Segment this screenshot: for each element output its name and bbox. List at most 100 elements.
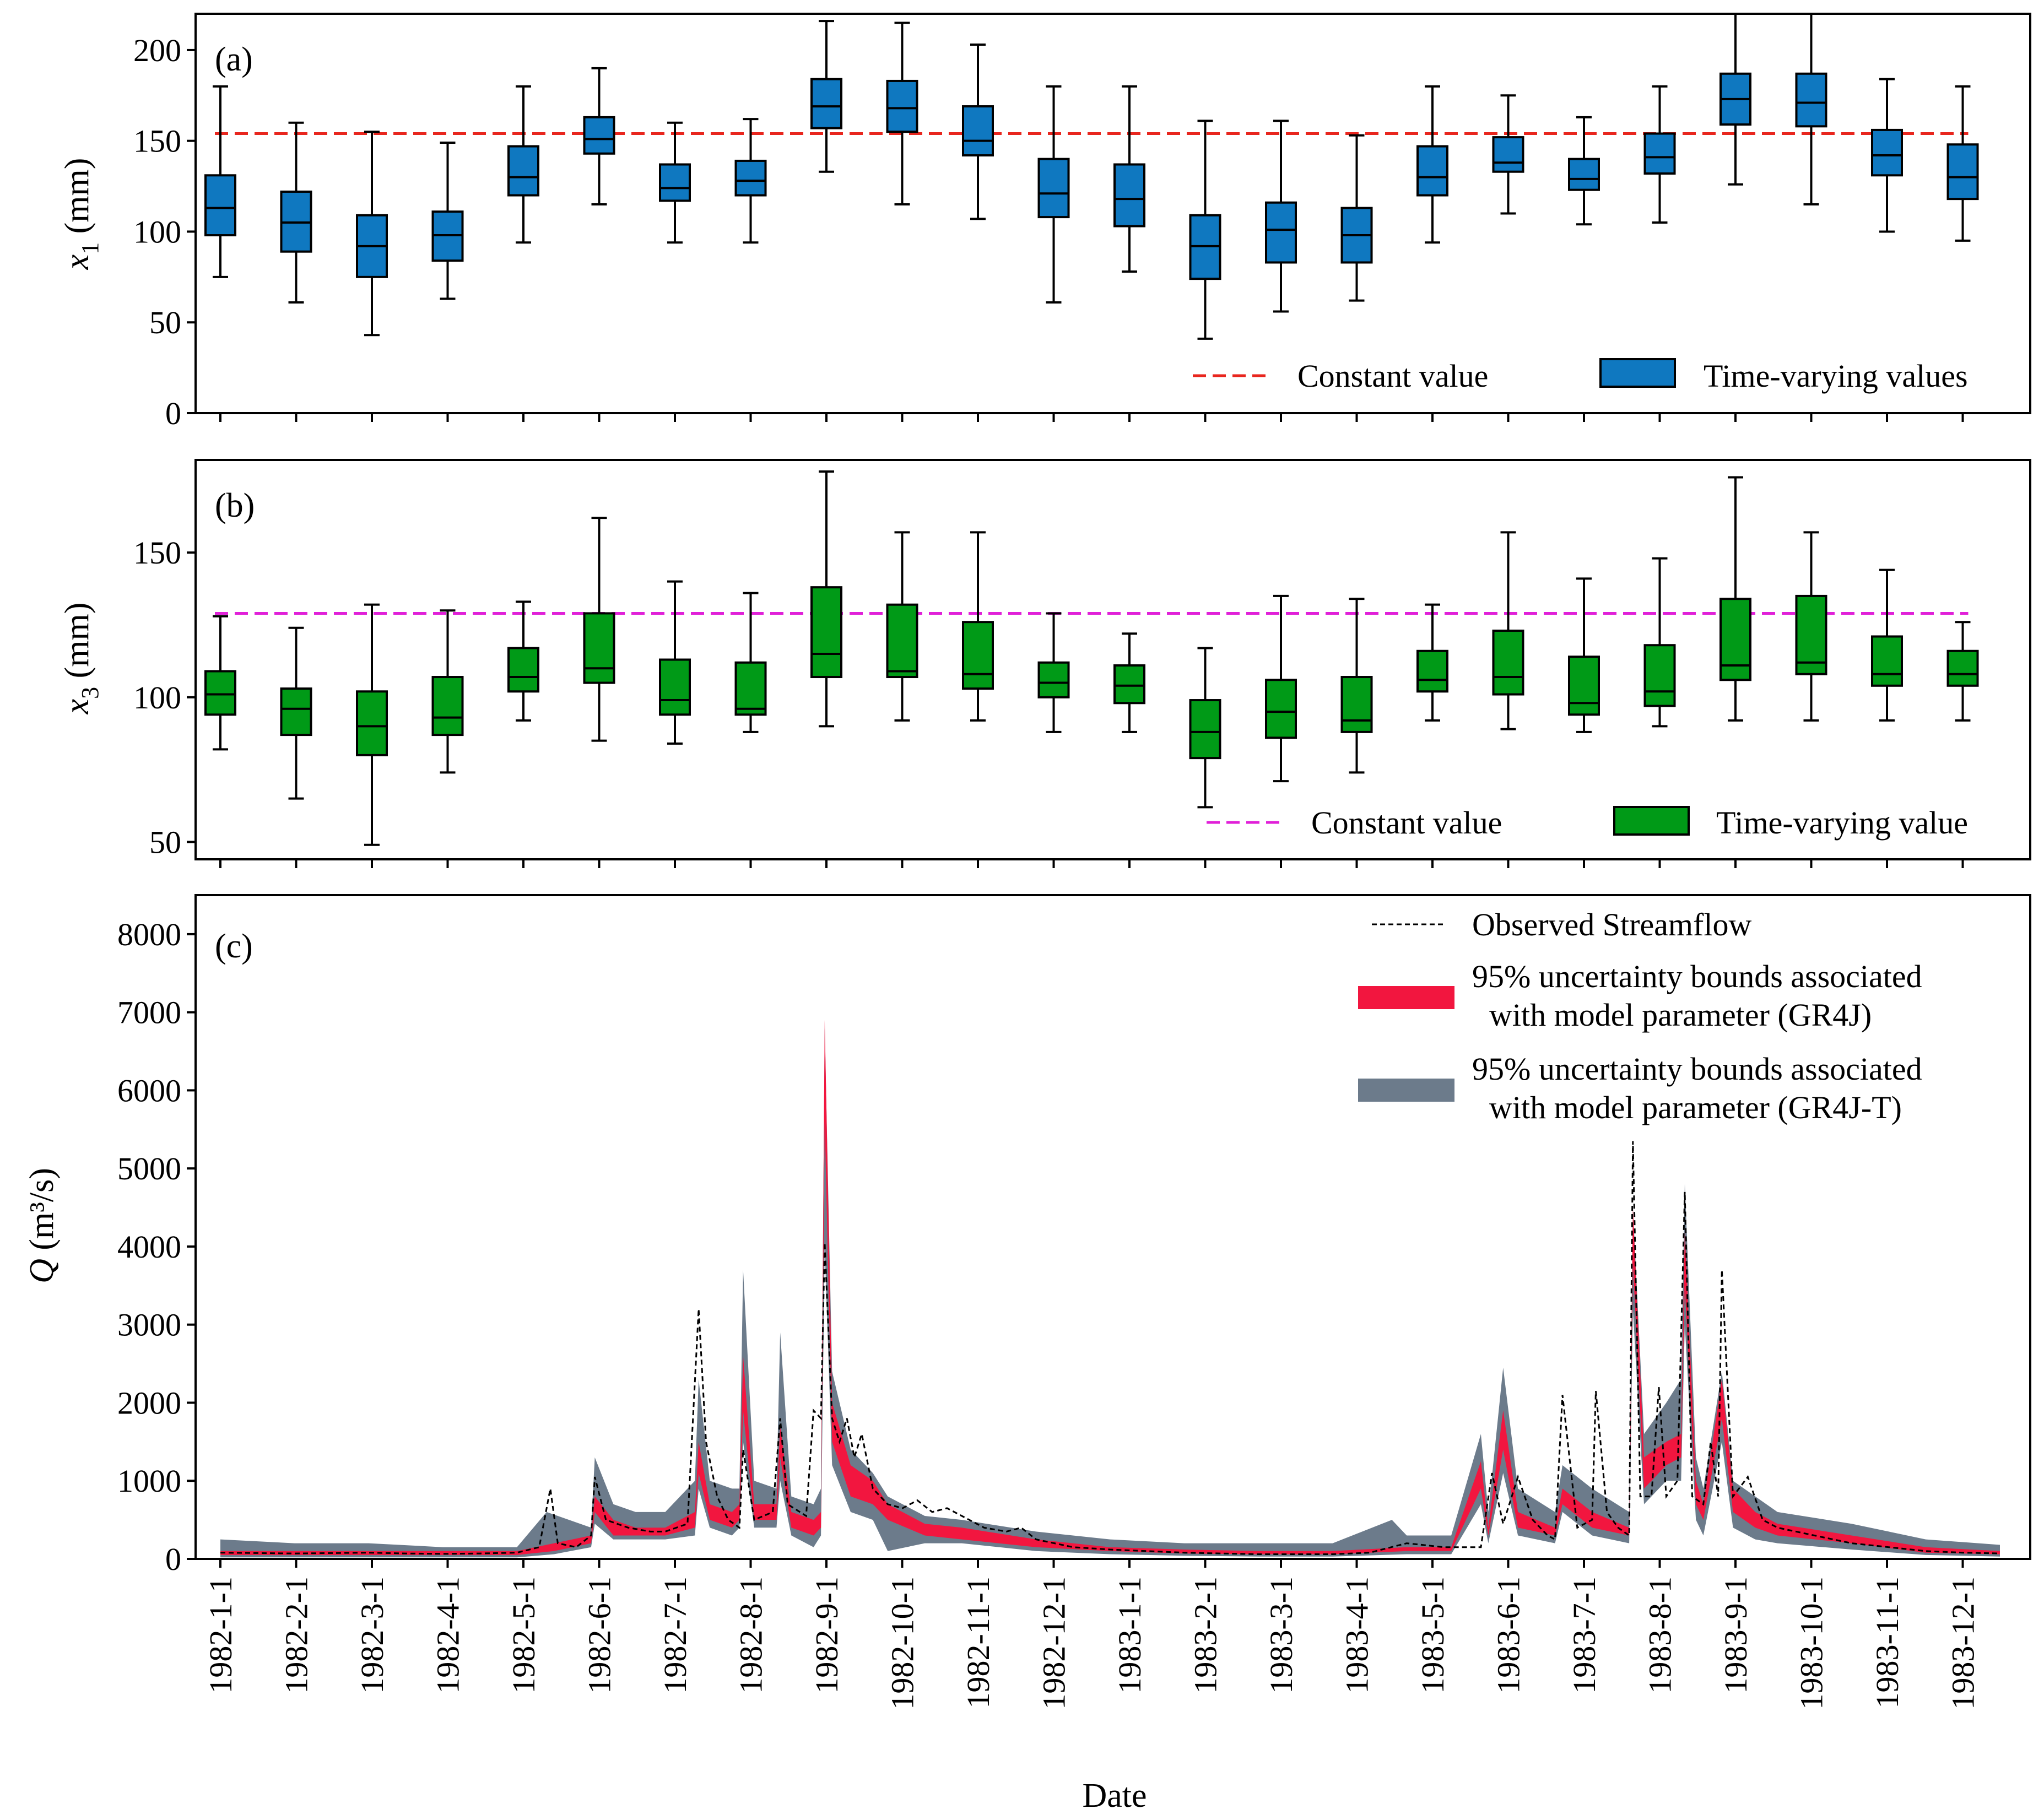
y-tick-label: 0 [165,1541,181,1577]
panel-a-x-ticks [219,413,1964,422]
x-tick-label: 1983-8-1 [1642,1577,1678,1694]
box-iqr [1946,143,1979,201]
box-12 [1037,612,1070,733]
box-17 [1416,603,1448,722]
box-iqr [1416,649,1448,693]
y-tick-label: 7000 [117,995,181,1031]
box-24 [1946,621,1979,722]
box-iqr [1037,158,1070,219]
x-tick-label: 1983-10-1 [1794,1577,1830,1710]
box-10 [886,531,918,722]
panel-a-x1-boxplot: (a) x1 (mm) 0 50 100 150 200 Constant value … [58,13,2031,431]
y-tick-label: 2000 [117,1385,181,1421]
box-iqr [583,612,615,684]
panel-c-legend: Observed Streamflow 95% uncertainty boun… [1358,907,1922,1125]
box-3 [356,603,388,846]
legend-gr4j-label-2: with model parameter (GR4J) [1489,997,1872,1033]
box-16 [1340,134,1373,302]
panel-c-label: (c) [215,928,253,965]
box-9 [810,470,842,728]
box-4 [431,609,464,774]
box-11 [962,44,994,220]
box-iqr [1946,649,1979,687]
x-tick-label: 1982-1-1 [203,1577,239,1694]
box-iqr [1871,635,1903,687]
x-tick-label: 1982-6-1 [582,1577,618,1694]
y-tick-label: 3000 [117,1307,181,1343]
box-iqr [1643,644,1676,707]
x-tick-label: 1983-7-1 [1566,1577,1602,1694]
box-10 [886,21,918,206]
y-tick-label: 1000 [117,1463,181,1499]
box-19 [1568,116,1600,226]
legend-constant-label: Constant value [1297,358,1488,394]
x-tick-label: 1983-1-1 [1112,1577,1148,1694]
box-5 [507,600,539,722]
panel-c-series [220,1020,2000,1558]
box-18 [1492,531,1524,730]
box-iqr [1719,598,1751,681]
x-tick-label: 1982-11-1 [960,1577,996,1708]
panel-a-legend: Constant value Time-varying values [1193,358,1968,394]
box-8 [734,592,767,733]
x-tick-label: 1982-4-1 [430,1577,466,1694]
box-13 [1113,632,1145,733]
box-6 [583,517,615,742]
box-18 [1492,94,1524,215]
box-iqr [659,163,691,202]
box-iqr [962,105,994,157]
box-6 [583,67,615,206]
y-tick-label: 5000 [117,1151,181,1187]
observed-streamflow-line [220,1141,2000,1555]
x-tick-label: 1983-4-1 [1339,1577,1375,1694]
y-tick-label: 100 [133,680,181,716]
box-23 [1871,78,1903,233]
box-21 [1719,476,1751,722]
panel-b-x3-boxplot: (b) x3 (mm) 50 100 150 Constant value Time… [58,459,2031,868]
panel-a-ylabel: x1 (mm) [58,158,104,270]
x-tick-label: 1983-3-1 [1263,1577,1299,1694]
x-tick-label: 1982-2-1 [279,1577,315,1694]
box-iqr [962,621,994,690]
x-axis-label: Date [1082,1777,1147,1814]
box-iqr [1568,158,1600,191]
box-11 [962,531,994,722]
x-tick-label: 1983-12-1 [1945,1577,1981,1710]
box-iqr [659,658,691,716]
box-13 [1113,85,1145,273]
y-tick-label: 150 [133,123,181,159]
box-15 [1265,120,1297,313]
panel-b-boxes [204,470,1979,846]
legend-gr4jt-label-2: with model parameter (GR4J-T) [1489,1090,1902,1125]
box-iqr [1416,145,1448,197]
legend-gr4j-label-1: 95% uncertainty bounds associated [1472,958,1922,994]
box-iqr [1265,201,1297,264]
box-1 [204,85,236,278]
box-iqr [886,79,918,133]
panel-c-frame [194,894,2031,1560]
panel-c-ylabel: Q (m³/s) [23,1168,61,1283]
x-tick-label: 1983-6-1 [1491,1577,1527,1694]
y-tick-label: 0 [165,396,181,431]
box-2 [280,626,312,800]
box-iqr [810,78,842,129]
box-19 [1568,577,1600,733]
x-tick-label: 1983-2-1 [1188,1577,1224,1694]
box-iqr [204,670,236,716]
box-22 [1795,13,1827,206]
panel-b-x-ticks [219,859,1964,868]
box-24 [1946,85,1979,242]
box-iqr [734,159,767,197]
panel-b-label: (b) [215,487,255,524]
box-7 [659,121,691,244]
y-tick-label: 100 [133,214,181,250]
box-20 [1643,557,1676,728]
y-tick-label: 50 [149,305,181,340]
panel-c-y-ticks: 0 1000 2000 3000 4000 5000 6000 7000 8000 [117,917,196,1577]
y-tick-label: 8000 [117,917,181,952]
panel-c-x-ticks: 1982-1-1 1982-2-1 1982-3-1 1982-4-1 1982-5-1… [203,1559,1981,1710]
x-tick-label: 1983-5-1 [1415,1577,1451,1694]
box-15 [1265,594,1297,783]
box-20 [1643,85,1676,224]
